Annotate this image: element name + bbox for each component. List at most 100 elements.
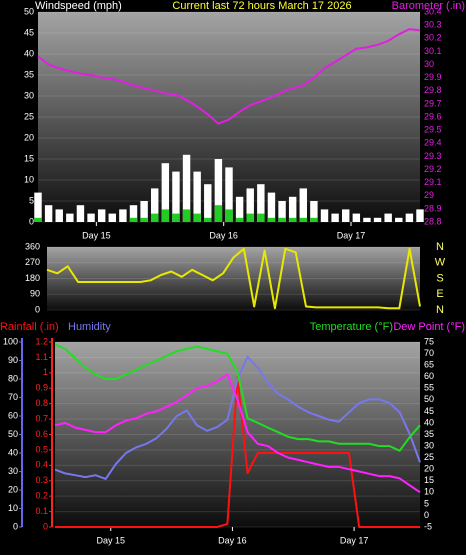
wind-bar <box>87 213 95 222</box>
y3-tick-label: 60 <box>8 410 18 420</box>
wind-bar <box>119 209 127 222</box>
wind-bar <box>288 217 297 222</box>
wind-bar <box>352 213 361 222</box>
wind-bar <box>182 209 191 222</box>
y2-tick-label: 10 <box>424 487 434 497</box>
y2-tick-label: 30.4 <box>424 6 442 16</box>
y2-tick-label: -5 <box>424 521 432 531</box>
series-line <box>54 343 421 452</box>
y2-tick-label: 29.7 <box>424 98 442 108</box>
y2-tick-label: 50 <box>424 394 434 404</box>
y2-tick-label: 40 <box>424 417 434 427</box>
wind-bar <box>193 213 201 222</box>
wind-bar <box>161 209 170 222</box>
y2-tick-label: N <box>436 241 444 253</box>
y2-tick-label: 30 <box>424 59 434 69</box>
wind-bar <box>55 209 63 222</box>
y2-tick-label: 29.1 <box>424 177 442 187</box>
y-tick-label: 30 <box>24 90 34 100</box>
x-tick-label: Day 17 <box>340 535 369 545</box>
wind-bar <box>108 213 116 222</box>
x-tick-label: Day 16 <box>209 230 238 240</box>
y2-tick-label: 29.3 <box>424 151 442 161</box>
wind-bar <box>204 217 212 222</box>
wind-bar <box>363 217 371 222</box>
y-tick-label: 1.2 <box>35 336 48 346</box>
y2-tick-label: 5 <box>424 498 429 508</box>
wind-bar <box>214 159 223 222</box>
y2-tick-label: 29.2 <box>424 164 442 174</box>
wind-bar <box>151 213 159 222</box>
y-tick-label: 0.4 <box>35 460 48 470</box>
wind-bar <box>204 184 212 222</box>
wind-bar <box>257 184 265 222</box>
y2-tick-label: 35 <box>424 429 434 439</box>
wind-bar <box>214 205 223 222</box>
series-label: Dew Point (°F) <box>393 321 465 333</box>
y-tick-label: 0.5 <box>35 444 48 454</box>
y-tick-label: 1.1 <box>35 352 48 362</box>
wind-bar <box>405 213 414 222</box>
y2-tick-label: 70 <box>424 348 434 358</box>
wind-bar <box>34 217 42 222</box>
wind-bar <box>44 205 53 222</box>
wind-bar <box>76 205 85 222</box>
wind-bar <box>161 163 170 222</box>
wind-bar <box>310 201 318 222</box>
y2-tick-label: 29.8 <box>424 85 442 95</box>
y-tick-label: 0.3 <box>35 475 48 485</box>
series-line <box>46 247 421 310</box>
y-tick-label: 0 <box>35 304 40 314</box>
y2-tick-label: 29.5 <box>424 125 442 135</box>
wind-bar <box>34 192 42 222</box>
y2-tick-label: 30.2 <box>424 33 442 43</box>
y-tick-label: 5 <box>29 195 34 205</box>
wind-bar <box>140 217 148 222</box>
y2-tick-label: S <box>436 272 443 284</box>
y-tick-label: 15 <box>24 153 34 163</box>
wind-bar <box>129 217 138 222</box>
y2-tick-label: 75 <box>424 336 434 346</box>
chart-title: Current last 72 hours March 17 2026 <box>172 0 351 12</box>
wind-bar <box>235 196 244 222</box>
wind-bar <box>416 209 424 222</box>
x-tick-label: Day 15 <box>82 230 111 240</box>
series-label: Temperature (°F) <box>310 321 393 333</box>
y3-tick-label: 50 <box>8 429 18 439</box>
wind-bar <box>172 171 180 222</box>
y-tick-label: 0.9 <box>35 383 48 393</box>
y2-tick-label: 65 <box>424 360 434 370</box>
y-tick-label: 0.7 <box>35 413 48 423</box>
y-tick-label: 180 <box>25 273 40 283</box>
y3-tick-label: 100 <box>3 336 18 346</box>
y-tick-label: 270 <box>25 257 40 267</box>
y2-tick-label: E <box>436 288 443 300</box>
x-tick-label: Day 16 <box>218 535 247 545</box>
y3-tick-label: 30 <box>8 466 18 476</box>
y-tick-label: 25 <box>24 111 34 121</box>
wind-bar <box>278 201 286 222</box>
y-tick-label: 0.8 <box>35 398 48 408</box>
y2-tick-label: 30.1 <box>424 46 442 56</box>
wind-bar <box>257 213 265 222</box>
wind-bar <box>246 188 254 222</box>
series-line <box>37 28 421 125</box>
wind-bar <box>97 209 106 222</box>
y-tick-label: 0.6 <box>35 429 48 439</box>
wind-bar <box>331 213 339 222</box>
wind-bar <box>151 188 159 222</box>
y2-tick-label: 60 <box>424 371 434 381</box>
wind-bar <box>384 213 392 222</box>
y2-tick-label: 30 <box>424 440 434 450</box>
wind-bar <box>129 205 138 222</box>
series-label: Rainfall (.in) <box>0 321 59 333</box>
y-tick-label: 50 <box>24 6 34 16</box>
x-tick-label: Day 17 <box>337 230 366 240</box>
y2-tick-label: 20 <box>424 464 434 474</box>
wind-bar <box>267 192 276 222</box>
wind-bar <box>288 196 297 222</box>
y3-tick-label: 40 <box>8 447 18 457</box>
y-tick-label: 35 <box>24 69 34 79</box>
y2-tick-label: 29 <box>424 190 434 200</box>
y2-tick-label: 29.6 <box>424 111 442 121</box>
